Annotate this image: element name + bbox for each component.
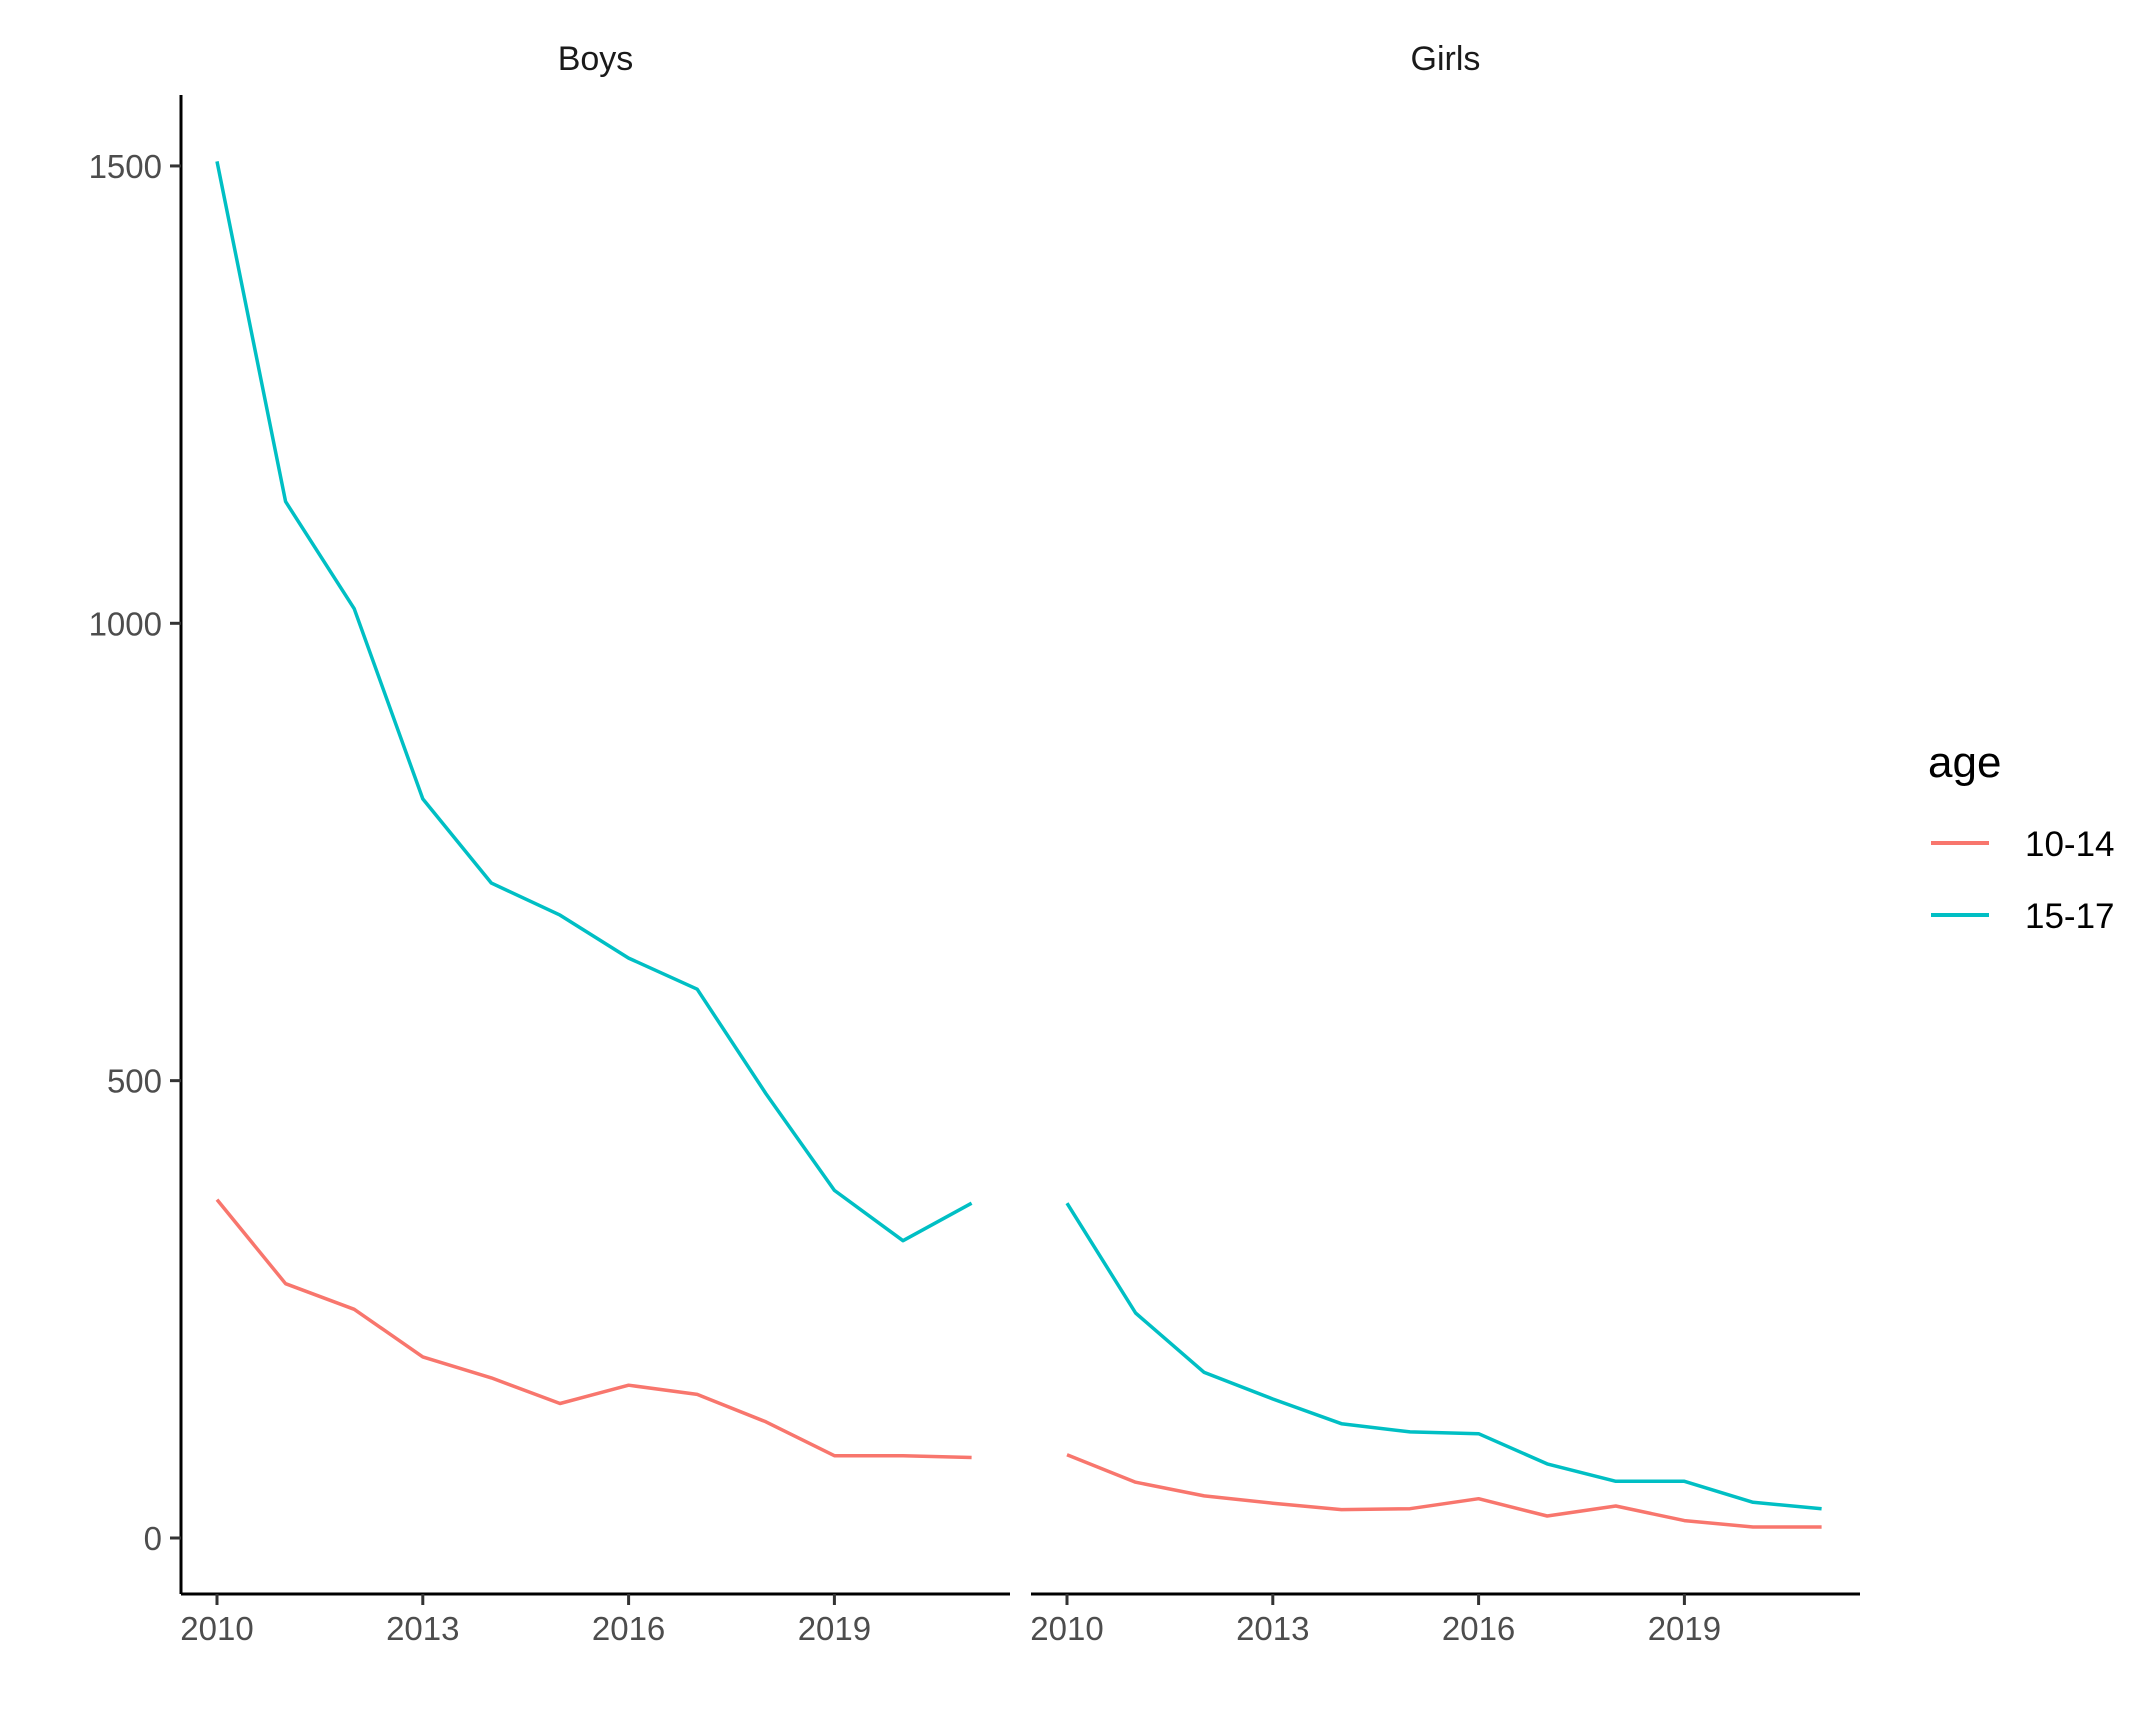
y-tick-label: 0 bbox=[144, 1520, 162, 1557]
series-line-girls-15-17 bbox=[1065, 1202, 1822, 1511]
legend-label-15-17: 15-17 bbox=[2025, 897, 2115, 936]
legend-label-10-14: 10-14 bbox=[2025, 825, 2115, 864]
x-tick-label: 2019 bbox=[798, 1610, 871, 1647]
x-tick-label: 2016 bbox=[1442, 1610, 1515, 1647]
y-tick-label: 1500 bbox=[89, 148, 162, 185]
series-line-girls-10-14 bbox=[1066, 1453, 1822, 1529]
y-tick-label: 500 bbox=[107, 1063, 162, 1100]
y-tick-label: 1000 bbox=[89, 605, 162, 642]
series-line-boys-15-17 bbox=[215, 161, 973, 1243]
facet-title-girls: Girls bbox=[1411, 40, 1481, 78]
x-tick-label: 2010 bbox=[1030, 1610, 1103, 1647]
facet-title-boys: Boys bbox=[558, 40, 634, 78]
x-tick-label: 2013 bbox=[1236, 1610, 1309, 1647]
x-tick-label: 2019 bbox=[1648, 1610, 1721, 1647]
series-line-boys-10-14 bbox=[215, 1198, 972, 1460]
x-tick-label: 2016 bbox=[592, 1610, 665, 1647]
x-tick-label: 2013 bbox=[386, 1610, 459, 1647]
x-tick-label: 2010 bbox=[180, 1610, 253, 1647]
legend-title: age bbox=[1928, 738, 2001, 787]
